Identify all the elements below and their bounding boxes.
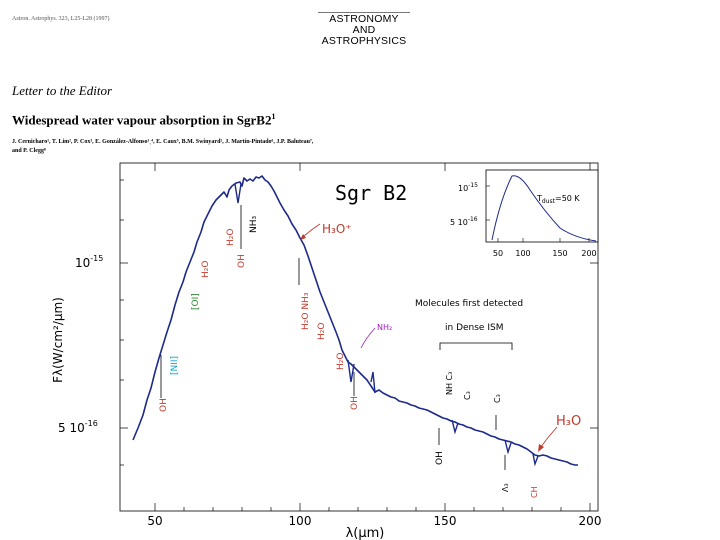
line-markers: [160, 205, 506, 470]
h3o-right-arrow: [539, 426, 558, 449]
logo-line-3: ASTROPHYSICS: [321, 35, 407, 47]
journal-reference: Astron. Astrophys. 323, L25-L28 (1997): [12, 16, 110, 22]
x-axis-label: λ(μm): [346, 526, 385, 540]
inset-tdust-label: Tdust=50 K: [536, 194, 580, 205]
inset-x-tick-100: 100: [515, 249, 530, 258]
paper-title: Widespread water vapour absorption in Sg…: [12, 112, 275, 128]
absorption-features: [234, 183, 539, 467]
label-oh-3: OH: [350, 396, 360, 410]
label-h2o-1: H₂O: [226, 229, 236, 246]
author-line-1: J. Cernicharo¹, T. Lim², P. Cox³, E. Gon…: [12, 139, 314, 145]
inset-curve: [491, 175, 597, 242]
y-tick-label-1: 10-15: [75, 254, 103, 270]
label-oh-4: OH: [435, 451, 445, 465]
label-h3o-plus: H₃O⁺: [322, 222, 352, 236]
author-line-2: and P. Clegg⁸: [12, 148, 46, 154]
title-footnote: 1: [271, 112, 276, 121]
section-label: Letter to the Editor: [12, 83, 113, 98]
inset-x-tick-200: 200: [581, 249, 596, 258]
label-nh3-1: NH₃: [249, 216, 259, 234]
molecules-bracket: [439, 342, 513, 350]
x-tick-label-150: 150: [434, 514, 457, 528]
label-c3-1: C₃: [463, 391, 472, 400]
x-tick-label-100: 100: [289, 514, 312, 528]
label-oh-2: OH: [159, 398, 169, 412]
label-h2o-2: H₂O: [201, 261, 211, 278]
label-nh3-2: Λ₃: [501, 483, 510, 492]
author-list: J. Cernicharo¹, T. Lim², P. Cox³, E. Gon…: [12, 138, 432, 156]
label-h2o-3: H₂O: [317, 323, 327, 340]
plot-frame: [119, 162, 599, 512]
label-nh2: NH₂: [377, 323, 392, 332]
label-nii: [NII]: [170, 356, 180, 375]
h3o-right-arrowhead: [538, 444, 544, 452]
label-h2o-nh3: H₂O NH₃: [301, 292, 311, 330]
logo-line-1: ASTRONOMY: [329, 13, 399, 25]
h3o-plus-arrowhead: [300, 234, 306, 240]
paper-title-text: Widespread water vapour absorption in Sg…: [12, 112, 272, 128]
nh2-arrow: [360, 327, 376, 349]
molecules-line-2: in Dense ISM: [445, 323, 503, 333]
x-tick-label-50: 50: [147, 514, 162, 528]
frame-ticks: [120, 163, 598, 511]
spectrum-line: [132, 175, 578, 466]
label-oh-1: OH: [237, 254, 247, 268]
logo-line-2: AND: [352, 24, 376, 36]
inset-ticks: [486, 185, 590, 242]
journal-logo: ASTRONOMY AND ASTROPHYSICS: [318, 12, 410, 47]
y-tick-label-2: 5 10-16: [58, 419, 98, 435]
label-oi: [OI]: [191, 293, 201, 310]
x-tick-label-200: 200: [579, 514, 602, 528]
inset-y-tick-1: 10-15: [458, 182, 478, 193]
molecules-line-1: Molecules first detected: [415, 299, 523, 309]
h3o-plus-arrow: [301, 223, 321, 239]
label-nh-c3: NH C₃: [445, 372, 454, 395]
label-c3-2: C₃: [493, 394, 502, 403]
inset-y-tick-2: 5 10-16: [450, 216, 478, 227]
source-label: Sgr B2: [335, 181, 407, 205]
label-h3o-right: H₃O: [556, 414, 581, 429]
label-h2o-4: H₂O: [336, 353, 346, 370]
inset-x-tick-150: 150: [552, 249, 567, 258]
inset-x-tick-50: 50: [493, 249, 503, 258]
inset-plot: 10-15 5 10-16 50 100 150 200 Tdust=50 K: [450, 169, 599, 258]
y-axis-label: Fλ(W/cm²/μm): [51, 297, 65, 383]
label-ch: CH: [530, 486, 539, 498]
